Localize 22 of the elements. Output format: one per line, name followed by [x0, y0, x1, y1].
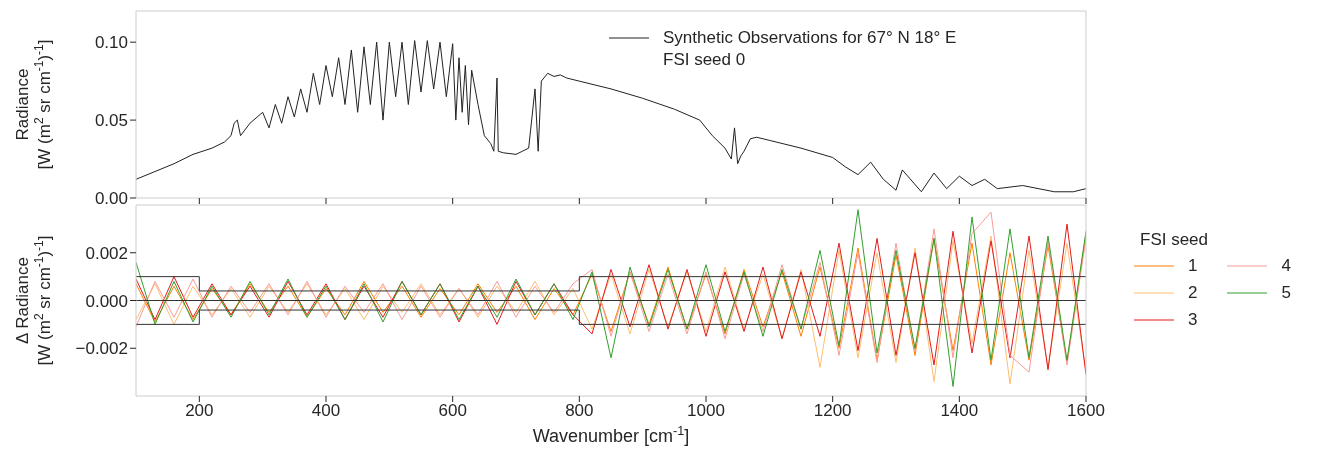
- x-tick-label: 1400: [940, 401, 979, 421]
- legend-label: 4: [1281, 255, 1291, 277]
- legend-label: 2: [1188, 282, 1198, 304]
- legend-label: Synthetic Observations for 67° N 18° E FSI seed 0: [663, 27, 957, 71]
- legend-label: 1: [1188, 255, 1198, 277]
- x-tick-label: 1000: [687, 401, 725, 421]
- y-tick-label: 0.10: [94, 33, 128, 53]
- x-tick-label: 600: [438, 401, 467, 421]
- x-tick-label: 1200: [813, 401, 852, 421]
- x-tick-label: 1600: [1067, 401, 1105, 421]
- legend-title: FSI seed: [1139, 230, 1210, 250]
- x-tick-label: 400: [311, 401, 341, 421]
- y-tick-label: 0.002: [85, 243, 128, 263]
- y-tick-label: 0.000: [85, 291, 128, 311]
- y-tick-label: −0.002: [75, 339, 128, 359]
- x-tick-label: 800: [565, 401, 594, 421]
- y-tick-label: 0.05: [94, 111, 128, 131]
- x-axis-title: Wavenumber [cm$^{-1}$]: [532, 424, 690, 446]
- x-tick-label: 200: [185, 401, 214, 421]
- legend-label: 5: [1281, 282, 1291, 304]
- y-tick-label: 0.00: [94, 189, 128, 209]
- legend-label: 3: [1188, 309, 1198, 331]
